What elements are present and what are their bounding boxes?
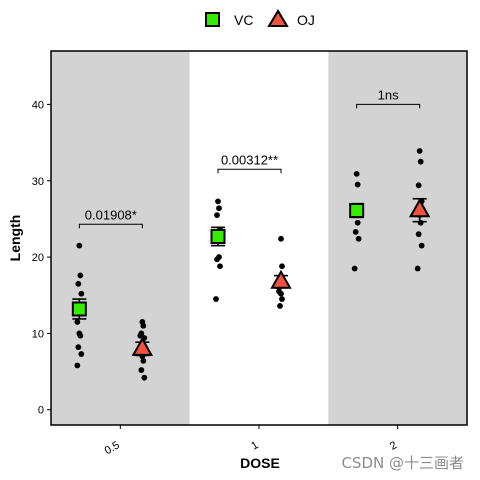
data-point [137, 332, 144, 339]
data-point [140, 322, 147, 329]
data-point [214, 212, 220, 219]
data-point [277, 303, 283, 309]
background-bands [51, 51, 467, 425]
mean-markers [71, 197, 431, 357]
legend-oj-label: OJ [297, 12, 315, 28]
mean-marker-vc [210, 228, 226, 244]
data-point [418, 242, 425, 249]
data-point [78, 290, 85, 297]
data-point [141, 374, 148, 381]
data-point [140, 357, 147, 364]
data-point [76, 242, 83, 249]
mean-marker-vc [349, 203, 365, 219]
x-axis: 0.5 1 2 [103, 425, 399, 457]
data-point [351, 265, 358, 272]
y-tick-label: 10 [32, 328, 44, 340]
significance-bracket [78, 223, 143, 229]
data-point [352, 228, 359, 235]
data-point [217, 263, 223, 270]
data-point [78, 351, 85, 357]
significance-annotations: 0.01908* 0.00312** 1ns [78, 87, 421, 229]
data-point [416, 148, 423, 154]
background-band [189, 51, 329, 425]
data-point [354, 219, 361, 226]
data-point [353, 170, 360, 177]
data-point [138, 367, 145, 373]
data-point [77, 332, 84, 339]
significance-label: 1ns [378, 87, 399, 102]
data-point [279, 263, 285, 270]
data-point [276, 288, 282, 295]
y-tick-label: 40 [32, 99, 44, 111]
significance-label: 0.00312** [221, 152, 278, 167]
data-points [74, 148, 425, 381]
y-axis: 0 10 20 30 40 [32, 99, 51, 417]
watermark: CSDN @十三画者 [341, 454, 464, 472]
mean-marker-oj [131, 336, 154, 356]
data-point [216, 205, 222, 212]
data-point [417, 219, 424, 226]
legend-vc-marker [205, 12, 220, 27]
data-point [354, 181, 361, 188]
mean-marker-vc [71, 301, 87, 317]
y-axis-title: Length [7, 215, 23, 262]
significance-bracket [356, 103, 421, 109]
data-point [279, 296, 285, 302]
background-band [328, 51, 467, 425]
data-point [75, 344, 82, 351]
data-point [355, 235, 362, 242]
data-point [213, 296, 219, 302]
data-point [215, 198, 221, 205]
significance-label: 0.01908* [85, 207, 137, 222]
legend-vc-label: VC [234, 12, 253, 28]
x-tick-label: 2 [388, 439, 399, 452]
data-point [415, 231, 422, 238]
legend: VC OJ [205, 9, 315, 28]
data-point [415, 182, 422, 189]
x-tick-label: 1 [249, 439, 260, 452]
data-point [278, 235, 284, 242]
significance-bracket [217, 168, 282, 174]
legend-oj-marker [267, 9, 289, 27]
data-point [417, 158, 424, 165]
mean-marker-oj [408, 198, 431, 218]
data-point [77, 272, 84, 279]
mean-marker-oj [270, 269, 292, 289]
x-axis-title: DOSE [240, 455, 280, 471]
background-band [51, 51, 190, 425]
plot-frame [50, 50, 468, 426]
x-tick-label: 0.5 [103, 439, 122, 457]
data-point [414, 265, 421, 272]
y-tick-label: 20 [32, 252, 44, 264]
data-point [75, 280, 82, 287]
y-tick-label: 0 [38, 405, 44, 417]
data-point [74, 362, 81, 369]
data-point [74, 319, 81, 325]
data-point [214, 256, 220, 263]
y-tick-label: 30 [32, 176, 44, 188]
